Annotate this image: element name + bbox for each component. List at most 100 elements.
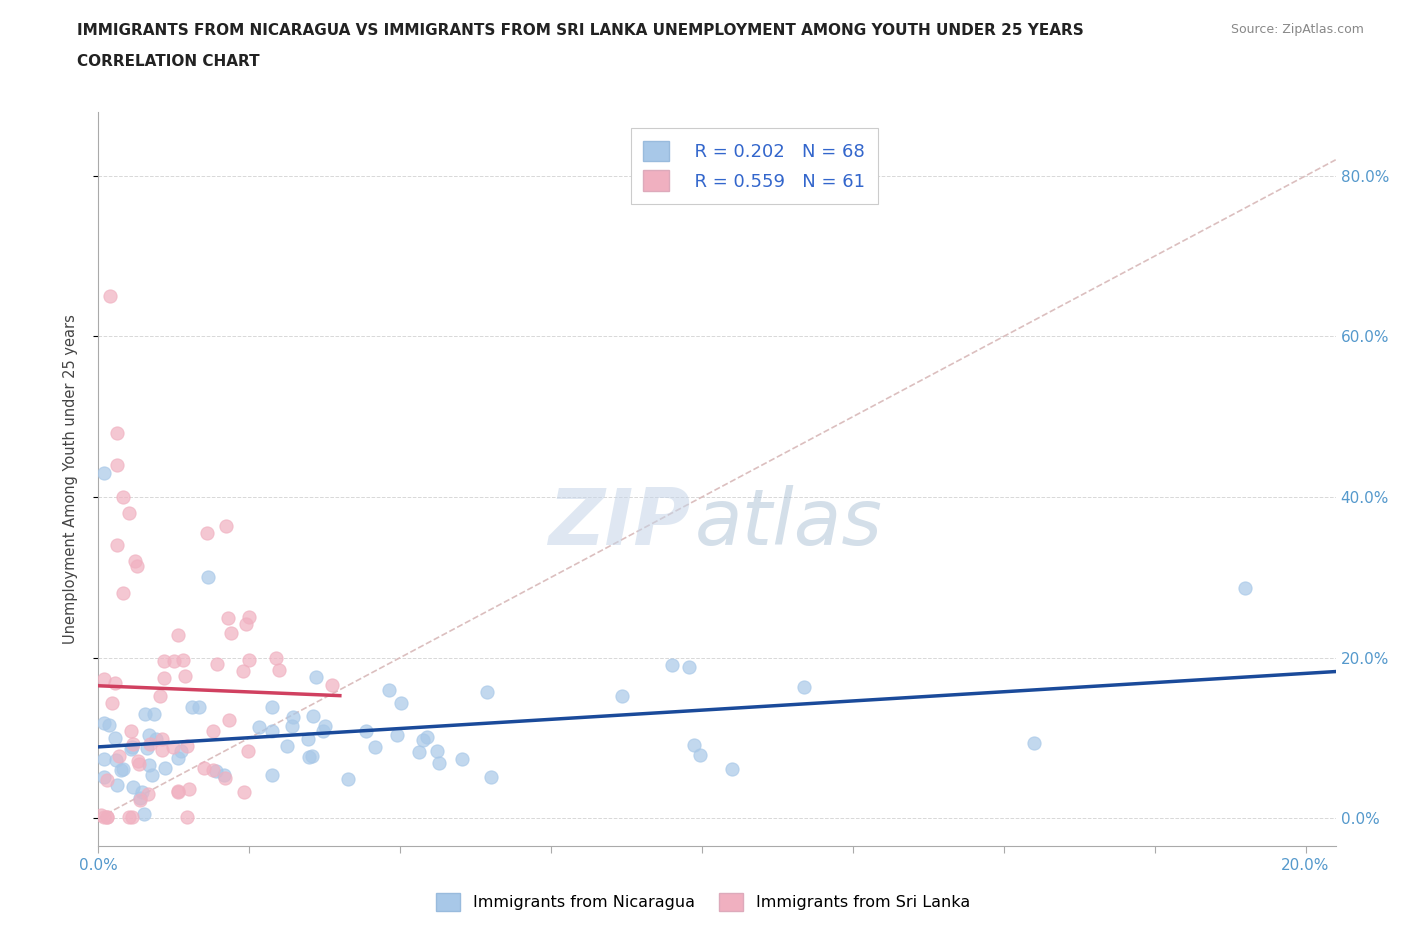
Point xyxy=(262,767,284,782)
Point xyxy=(103,676,125,691)
Point xyxy=(132,806,155,821)
Point xyxy=(264,650,287,665)
Point xyxy=(269,662,291,677)
Legend:   R = 0.202   N = 68,   R = 0.559   N = 61: R = 0.202 N = 68, R = 0.559 N = 61 xyxy=(631,128,877,204)
Point xyxy=(197,570,219,585)
Point xyxy=(364,739,387,754)
Point xyxy=(235,617,257,631)
Text: CORRELATION CHART: CORRELATION CHART xyxy=(77,54,260,69)
Point xyxy=(125,558,148,573)
Point xyxy=(138,758,160,773)
Point xyxy=(337,771,360,786)
Point xyxy=(111,489,134,504)
Point xyxy=(111,586,134,601)
Point xyxy=(170,743,193,758)
Point xyxy=(100,289,122,304)
Point xyxy=(124,553,146,568)
Legend: Immigrants from Nicaragua, Immigrants from Sri Lanka: Immigrants from Nicaragua, Immigrants fr… xyxy=(430,886,976,917)
Point xyxy=(301,749,323,764)
Point xyxy=(416,729,439,744)
Point xyxy=(721,761,744,776)
Point xyxy=(683,737,706,752)
Point xyxy=(201,723,224,737)
Text: IMMIGRANTS FROM NICARAGUA VS IMMIGRANTS FROM SRI LANKA UNEMPLOYMENT AMONG YOUTH : IMMIGRANTS FROM NICARAGUA VS IMMIGRANTS … xyxy=(77,23,1084,38)
Point xyxy=(212,768,235,783)
Point xyxy=(219,626,242,641)
Point xyxy=(238,653,260,668)
Point xyxy=(100,696,122,711)
Point xyxy=(162,739,184,754)
Point xyxy=(1022,736,1045,751)
Point xyxy=(118,810,141,825)
Point xyxy=(110,763,132,777)
Point xyxy=(127,753,149,768)
Point xyxy=(139,737,162,751)
Point xyxy=(176,738,198,753)
Point xyxy=(163,654,186,669)
Point xyxy=(141,767,163,782)
Point xyxy=(276,739,298,754)
Point xyxy=(661,658,683,672)
Point xyxy=(90,807,112,822)
Point xyxy=(93,752,115,767)
Point xyxy=(610,688,633,703)
Point xyxy=(298,750,321,764)
Point xyxy=(302,709,325,724)
Point xyxy=(105,425,128,440)
Point xyxy=(120,742,142,757)
Point xyxy=(129,792,152,807)
Point xyxy=(201,763,224,777)
Point xyxy=(138,787,160,802)
Point xyxy=(238,610,260,625)
Text: ZIP: ZIP xyxy=(547,485,690,561)
Point xyxy=(297,732,319,747)
Point xyxy=(314,718,336,733)
Point xyxy=(217,611,239,626)
Point xyxy=(117,506,139,521)
Point xyxy=(281,710,304,724)
Point xyxy=(96,810,118,825)
Point xyxy=(105,538,128,552)
Point xyxy=(104,752,127,767)
Point xyxy=(93,769,115,784)
Point xyxy=(176,810,198,825)
Point xyxy=(93,715,115,730)
Point xyxy=(475,684,498,699)
Point xyxy=(354,724,377,738)
Point xyxy=(121,739,143,754)
Point xyxy=(149,688,172,703)
Text: Source: ZipAtlas.com: Source: ZipAtlas.com xyxy=(1230,23,1364,36)
Y-axis label: Unemployment Among Youth under 25 years: Unemployment Among Youth under 25 years xyxy=(63,314,77,644)
Point xyxy=(167,784,190,799)
Point xyxy=(426,743,449,758)
Point xyxy=(412,733,434,748)
Point xyxy=(195,525,218,540)
Point xyxy=(138,727,160,742)
Point xyxy=(214,770,236,785)
Point xyxy=(97,718,120,733)
Point xyxy=(131,785,153,800)
Point xyxy=(120,724,142,739)
Point xyxy=(218,712,240,727)
Point xyxy=(233,784,256,799)
Point xyxy=(145,732,167,747)
Point xyxy=(105,458,128,472)
Point xyxy=(152,671,174,685)
Point xyxy=(93,810,115,825)
Point xyxy=(689,748,711,763)
Point xyxy=(150,742,173,757)
Point xyxy=(152,654,174,669)
Point xyxy=(389,696,412,711)
Point xyxy=(377,683,399,698)
Point xyxy=(236,744,259,759)
Point xyxy=(152,732,174,747)
Point xyxy=(232,664,254,679)
Point xyxy=(187,699,209,714)
Point xyxy=(179,782,201,797)
Point xyxy=(408,744,430,759)
Text: atlas: atlas xyxy=(695,485,883,561)
Point xyxy=(121,810,143,825)
Point xyxy=(143,706,166,721)
Point xyxy=(122,737,145,751)
Point xyxy=(96,772,118,787)
